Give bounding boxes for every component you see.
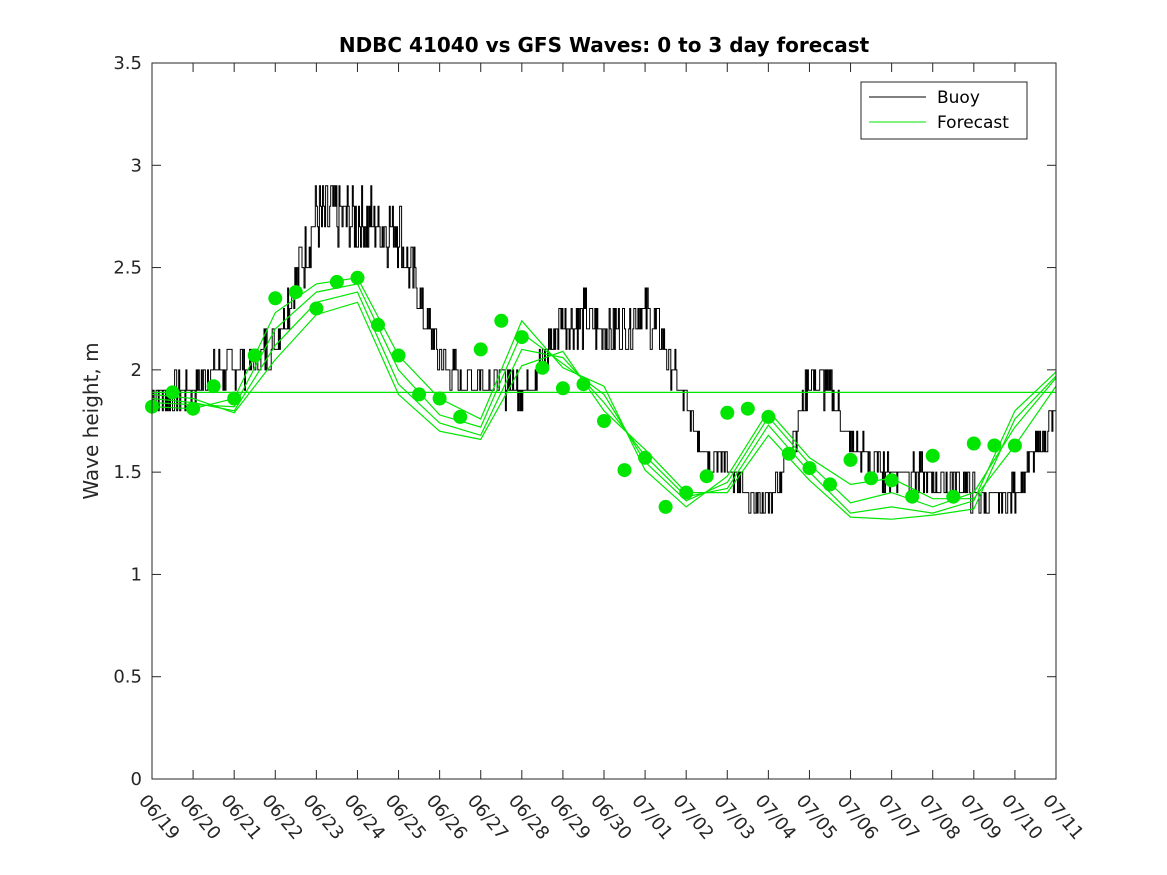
y-tick-label: 0 [131, 769, 142, 790]
analysis-point [288, 285, 303, 300]
analysis-point [227, 391, 242, 406]
y-tick-label: 3.5 [113, 53, 142, 74]
analysis-point [987, 438, 1002, 453]
x-tick-label: 07/11 [1038, 791, 1087, 844]
analysis-point [432, 391, 447, 406]
x-tick-label: 06/24 [340, 791, 389, 844]
analysis-point [494, 313, 509, 328]
x-tick-label: 07/04 [751, 791, 800, 844]
analysis-point [350, 270, 365, 285]
x-tick-label: 07/03 [709, 791, 758, 844]
x-tick-label: 06/27 [463, 791, 512, 844]
buoy-series-line [152, 185, 1056, 514]
x-tick-label: 07/01 [627, 791, 676, 844]
x-tick-label: 07/07 [874, 791, 923, 844]
x-tick-label: 06/19 [134, 791, 183, 844]
analysis-point [186, 401, 201, 416]
analysis-point [329, 274, 344, 289]
analysis-point [391, 348, 406, 363]
legend: Buoy Forecast [860, 81, 1028, 140]
analysis-point [720, 405, 735, 420]
x-tick-label: 06/28 [504, 791, 553, 844]
x-tick-label: 06/29 [545, 791, 594, 844]
analysis-point [514, 330, 529, 345]
y-tick-label: 3 [131, 155, 142, 176]
analysis-point [309, 301, 324, 316]
analysis-point [268, 291, 283, 306]
analysis-point [679, 485, 694, 500]
analysis-point [371, 317, 385, 332]
analysis-point [740, 401, 755, 416]
analysis-point [823, 477, 837, 492]
x-tick-label: 06/20 [175, 791, 224, 844]
analysis-point [535, 360, 550, 375]
y-tick-label: 1 [131, 564, 142, 585]
analysis-point [699, 469, 714, 484]
y-tick-label: 2 [131, 360, 142, 381]
analysis-point [473, 342, 488, 357]
analysis-point [864, 471, 879, 486]
analysis-point [905, 489, 920, 504]
forecast-run-line-2 [152, 291, 1056, 514]
y-tick-label: 1.5 [113, 462, 142, 483]
chart-title: NDBC 41040 vs GFS Waves: 0 to 3 day fore… [339, 33, 870, 57]
y-tick-label: 0.5 [113, 667, 142, 688]
y-tick-label: 2.5 [113, 258, 142, 279]
x-tick-label: 07/02 [668, 791, 717, 844]
analysis-point [453, 409, 468, 424]
legend-buoy-label: Buoy [937, 88, 980, 108]
x-tick-label: 07/10 [997, 791, 1046, 844]
analysis-point [247, 348, 262, 363]
analysis-point [658, 499, 673, 514]
analysis-point [761, 409, 776, 424]
analysis-point [597, 414, 611, 428]
analysis-point [576, 377, 591, 392]
analysis-point [617, 463, 632, 478]
analysis-point [843, 452, 858, 467]
analysis-point [946, 489, 961, 504]
x-tick-label: 07/05 [792, 791, 841, 844]
axis-ticks [151, 62, 1057, 780]
legend-forecast-label: Forecast [937, 113, 1009, 133]
forecast-run-line-0 [152, 277, 1056, 508]
x-tick-label: 07/06 [833, 791, 882, 844]
forecast-run-line-3 [152, 301, 1056, 520]
analysis-point [966, 436, 981, 451]
y-tick-labels: 0 0.5 1 1.5 2 2.5 3 3.5 [113, 53, 142, 790]
x-tick-label: 06/22 [257, 791, 306, 844]
analysis-point [638, 450, 653, 465]
analysis-point [802, 461, 817, 476]
x-tick-labels: 06/1906/2006/2106/2206/2306/2406/2506/26… [134, 791, 1087, 844]
x-tick-label: 07/09 [956, 791, 1005, 844]
x-tick-label: 06/30 [586, 791, 635, 844]
analysis-points-layer [145, 270, 1022, 514]
x-tick-label: 06/21 [216, 791, 265, 844]
analysis-point [1007, 438, 1022, 453]
legend-box [860, 81, 1028, 140]
analysis-point [781, 446, 796, 461]
analysis-point [555, 381, 570, 396]
analysis-point [925, 448, 940, 463]
analysis-point [165, 385, 180, 400]
x-tick-label: 06/23 [299, 791, 348, 844]
analysis-point [884, 473, 899, 488]
x-tick-label: 07/08 [915, 791, 964, 844]
analysis-point [412, 387, 427, 402]
analysis-point [206, 379, 221, 394]
y-axis-label: Wave height, m [79, 342, 103, 499]
x-tick-label: 06/26 [422, 791, 471, 844]
x-tick-label: 06/25 [381, 791, 430, 844]
